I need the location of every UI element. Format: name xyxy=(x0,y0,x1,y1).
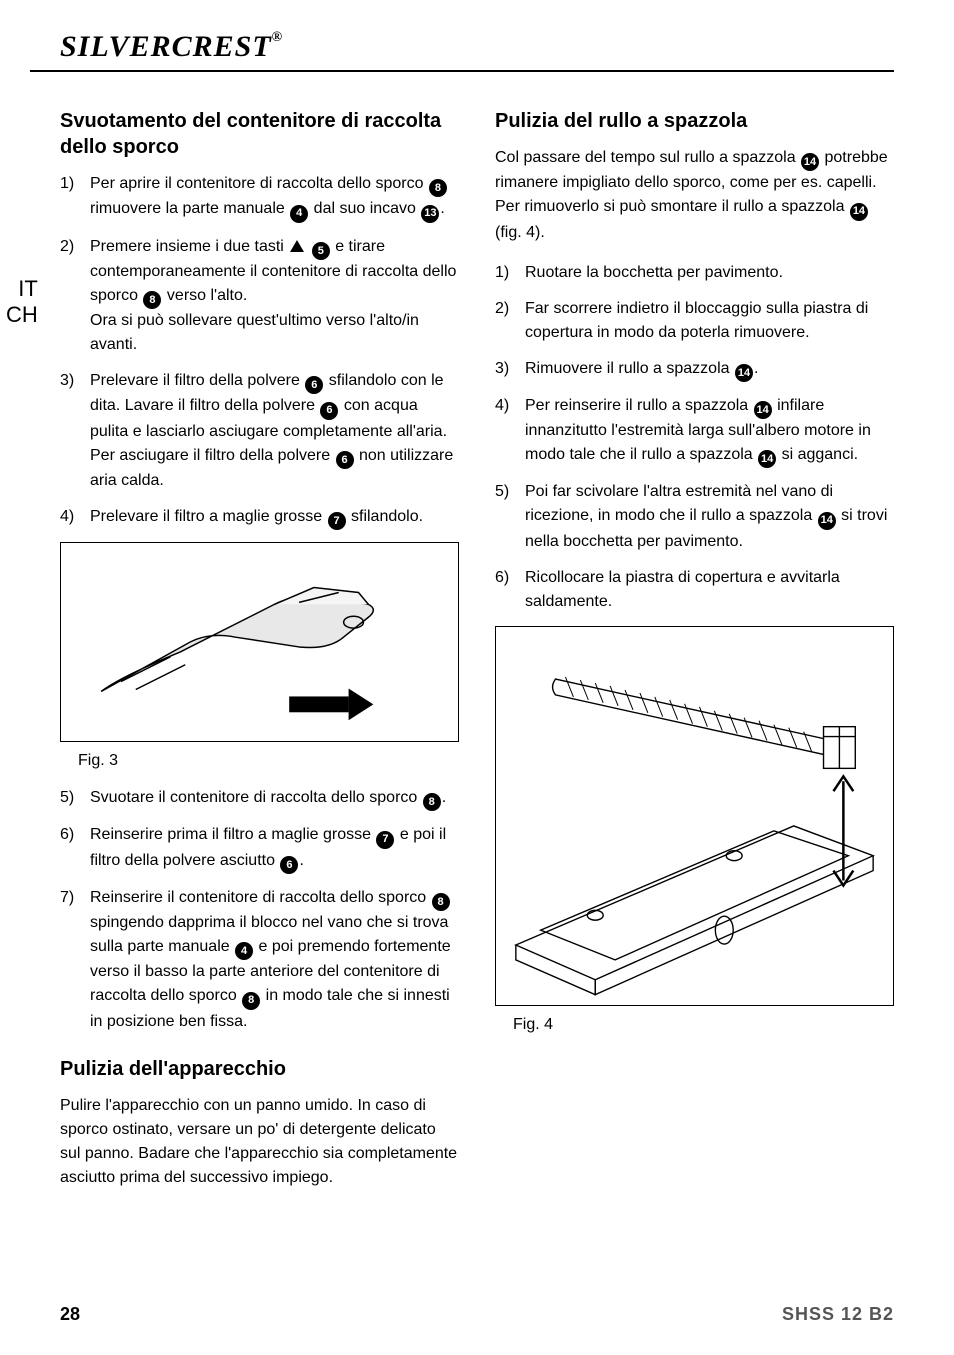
ref-icon-6: 6 xyxy=(305,376,323,394)
ref-icon-14: 14 xyxy=(850,203,868,221)
brush-steps-list: 1) Ruotare la bocchetta per pavimento. 2… xyxy=(495,261,894,614)
step-body: Per aprire il contenitore di raccolta de… xyxy=(90,172,459,223)
heading-brush-roller: Pulizia del rullo a spazzola xyxy=(495,108,894,134)
heading-cleaning-device: Pulizia dell'apparecchio xyxy=(60,1056,459,1082)
step-number: 3) xyxy=(60,369,90,393)
brand-logo: SILVERCREST® xyxy=(60,30,283,63)
page-number: 28 xyxy=(60,1304,80,1325)
ref-icon-4: 4 xyxy=(290,205,308,223)
emptying-steps-list-cont: 5) Svuotare il contenitore di raccolta d… xyxy=(60,786,459,1034)
ref-icon-14: 14 xyxy=(754,401,772,419)
figure-3-svg xyxy=(61,543,458,741)
step-7: 7) Reinserire il contenitore di raccolta… xyxy=(60,886,459,1034)
ref-icon-8: 8 xyxy=(429,179,447,197)
right-column: Pulizia del rullo a spazzola Col passare… xyxy=(495,108,894,1206)
ref-icon-14: 14 xyxy=(818,512,836,530)
step-4: 4) Prelevare il filtro a maglie grosse 7… xyxy=(60,505,459,530)
step-number: 5) xyxy=(60,786,90,810)
step-body: Premere insieme i due tasti 5 e tirare c… xyxy=(90,235,459,358)
brand-name: SILVERCREST xyxy=(60,30,272,63)
step-body: Ruotare la bocchetta per pavimento. xyxy=(525,261,894,285)
ref-icon-6: 6 xyxy=(320,402,338,420)
page-header: SILVERCREST® xyxy=(30,30,894,72)
step-body: Prelevare il filtro della polvere 6 sfil… xyxy=(90,369,459,493)
model-number: SHSS 12 B2 xyxy=(782,1304,894,1325)
step-1: 1) Per aprire il contenitore di raccolta… xyxy=(60,172,459,223)
registered-mark: ® xyxy=(272,30,283,45)
left-column: Svuotamento del contenitore di raccolta … xyxy=(60,108,459,1206)
step-1: 1) Ruotare la bocchetta per pavimento. xyxy=(495,261,894,285)
ref-icon-14: 14 xyxy=(735,364,753,382)
step-number: 2) xyxy=(495,297,525,321)
step-number: 6) xyxy=(495,566,525,590)
lang-ch: CH xyxy=(6,302,38,328)
step-body: Svuotare il contenitore di raccolta dell… xyxy=(90,786,459,811)
step-body: Far scorrere indietro il bloccaggio sull… xyxy=(525,297,894,345)
ref-icon-5: 5 xyxy=(312,242,330,260)
step-number: 1) xyxy=(495,261,525,285)
step-5: 5) Poi far scivolare l'altra estremità n… xyxy=(495,480,894,553)
step-number: 2) xyxy=(60,235,90,259)
figure-3-caption: Fig. 3 xyxy=(78,752,459,770)
ref-icon-8: 8 xyxy=(423,793,441,811)
step-number: 1) xyxy=(60,172,90,196)
ref-icon-7: 7 xyxy=(328,512,346,530)
step-6: 6) Reinserire prima il filtro a maglie g… xyxy=(60,823,459,874)
step-body: Reinserire prima il filtro a maglie gros… xyxy=(90,823,459,874)
ref-icon-8: 8 xyxy=(242,992,260,1010)
step-number: 4) xyxy=(60,505,90,529)
step-body: Per reinserire il rullo a spazzola 14 in… xyxy=(525,394,894,469)
figure-4 xyxy=(495,626,894,1006)
cleaning-device-text: Pulire l'apparecchio con un panno umido.… xyxy=(60,1094,459,1190)
eject-icon xyxy=(290,240,304,252)
ref-icon-8: 8 xyxy=(432,893,450,911)
brush-intro: Col passare del tempo sul rullo a spazzo… xyxy=(495,146,894,245)
ref-icon-14: 14 xyxy=(758,450,776,468)
step-number: 5) xyxy=(495,480,525,504)
step-body: Ricollocare la piastra di copertura e av… xyxy=(525,566,894,614)
ref-icon-4: 4 xyxy=(235,942,253,960)
step-body: Poi far scivolare l'altra estremità nel … xyxy=(525,480,894,553)
step-2: 2) Far scorrere indietro il bloccaggio s… xyxy=(495,297,894,345)
step-number: 4) xyxy=(495,394,525,418)
ref-icon-14: 14 xyxy=(801,153,819,171)
figure-3 xyxy=(60,542,459,742)
step-body: Rimuovere il rullo a spazzola 14. xyxy=(525,357,894,382)
ref-icon-8: 8 xyxy=(143,291,161,309)
ref-icon-7: 7 xyxy=(376,831,394,849)
ref-icon-6: 6 xyxy=(280,856,298,874)
step-number: 7) xyxy=(60,886,90,910)
content-columns: Svuotamento del contenitore di raccolta … xyxy=(30,108,894,1206)
page-footer: 28 SHSS 12 B2 xyxy=(60,1304,894,1325)
step-number: 3) xyxy=(495,357,525,381)
figure-4-caption: Fig. 4 xyxy=(513,1016,894,1034)
lang-it: IT xyxy=(6,276,38,302)
step-2: 2) Premere insieme i due tasti 5 e tirar… xyxy=(60,235,459,358)
language-tab: IT CH xyxy=(6,276,38,329)
step-body: Prelevare il filtro a maglie grosse 7 sf… xyxy=(90,505,459,530)
step-number: 6) xyxy=(60,823,90,847)
step-5: 5) Svuotare il contenitore di raccolta d… xyxy=(60,786,459,811)
heading-emptying-container: Svuotamento del contenitore di raccolta … xyxy=(60,108,459,160)
step-6: 6) Ricollocare la piastra di copertura e… xyxy=(495,566,894,614)
emptying-steps-list: 1) Per aprire il contenitore di raccolta… xyxy=(60,172,459,530)
step-body: Reinserire il contenitore di raccolta de… xyxy=(90,886,459,1034)
ref-icon-13: 13 xyxy=(421,205,439,223)
step-3: 3) Rimuovere il rullo a spazzola 14. xyxy=(495,357,894,382)
figure-4-svg xyxy=(496,627,893,1005)
step-4: 4) Per reinserire il rullo a spazzola 14… xyxy=(495,394,894,469)
ref-icon-6: 6 xyxy=(336,451,354,469)
step-3: 3) Prelevare il filtro della polvere 6 s… xyxy=(60,369,459,493)
